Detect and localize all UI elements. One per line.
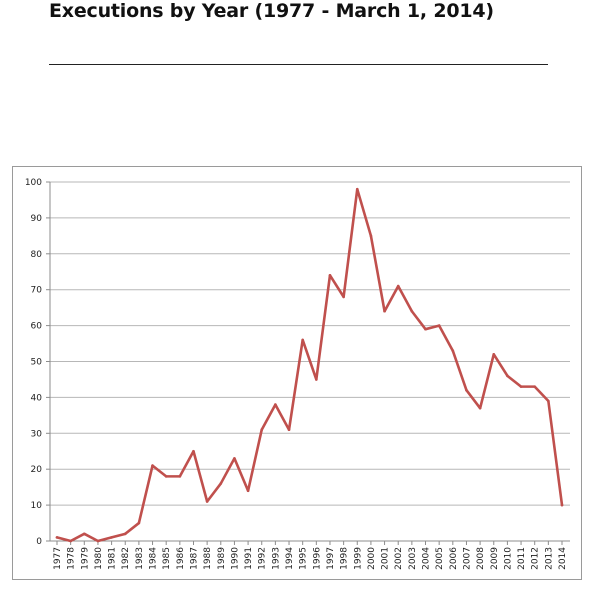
x-tick-label: 2009 (490, 547, 500, 570)
x-tick-label: 2004 (422, 547, 432, 570)
data-point (478, 406, 482, 410)
data-point (55, 536, 59, 539)
x-tick-label: 1977 (53, 547, 63, 570)
data-point (519, 385, 523, 388)
y-tick-label: 0 (36, 537, 42, 547)
y-tick-label: 100 (25, 178, 42, 188)
data-point (396, 284, 400, 288)
x-tick-label: 1979 (80, 547, 90, 570)
title-divider (49, 64, 548, 65)
data-point (424, 327, 427, 331)
x-tick-label: 1995 (299, 547, 309, 570)
x-tick-label: 1996 (312, 547, 322, 570)
data-point (137, 521, 141, 525)
data-point (178, 475, 182, 478)
data-point (383, 309, 386, 313)
x-tick-label: 2006 (449, 547, 459, 570)
x-tick-label: 2005 (435, 547, 445, 570)
x-tick-label: 2014 (558, 547, 568, 570)
data-point (301, 338, 304, 342)
data-point (69, 539, 72, 543)
x-tick-label: 2002 (394, 547, 404, 570)
x-tick-label: 2008 (476, 547, 486, 570)
gridlines (46, 181, 570, 545)
data-point (560, 503, 564, 507)
x-tick-label: 2007 (462, 547, 472, 570)
x-tick-label: 1983 (135, 547, 145, 570)
series-line (55, 187, 564, 543)
x-tick-label: 1998 (340, 547, 350, 570)
data-point (465, 388, 468, 392)
data-point (287, 428, 291, 432)
x-tick-label: 2003 (408, 547, 418, 570)
data-point (82, 532, 86, 536)
x-tick-label: 1985 (162, 547, 172, 570)
y-tick-label: 30 (31, 429, 43, 439)
y-tick-label: 80 (31, 250, 43, 260)
x-tick-label: 1987 (189, 547, 199, 570)
x-tick-label: 1992 (258, 547, 268, 570)
data-point (410, 309, 414, 313)
x-tick-label: 2000 (367, 547, 377, 570)
x-tick-label: 1997 (326, 547, 336, 570)
page-title: Executions by Year (1977 - March 1, 2014… (49, 0, 494, 22)
data-point (205, 500, 209, 503)
x-tick-label: 1994 (285, 547, 295, 570)
data-point (233, 457, 236, 460)
data-point (260, 428, 264, 432)
x-tick-label: 1988 (203, 547, 213, 570)
data-point (355, 187, 359, 191)
y-tick-label: 50 (31, 358, 43, 368)
data-point (315, 378, 318, 381)
data-point (219, 482, 223, 485)
data-point (506, 374, 509, 378)
data-point (274, 403, 277, 406)
y-tick-label: 10 (31, 501, 43, 511)
data-point (342, 295, 345, 299)
data-point (547, 399, 550, 403)
data-point (451, 349, 455, 353)
x-tick-label: 1978 (67, 547, 77, 570)
x-tick-label: 1991 (244, 547, 254, 570)
x-tick-label: 1990 (230, 547, 240, 570)
data-point (492, 353, 496, 356)
x-tick-label: 1993 (271, 547, 281, 570)
x-tick-label: 1980 (94, 547, 104, 570)
data-point (110, 536, 113, 539)
x-tick-label: 1981 (108, 547, 118, 570)
y-tick-label: 90 (31, 214, 43, 224)
data-point (96, 539, 100, 543)
data-point (369, 234, 373, 238)
data-point (123, 532, 127, 536)
data-point (533, 385, 537, 388)
x-tick-label: 2012 (531, 547, 541, 570)
x-axis-ticks: 1977 1978 1979 1980 1981 1982 1983 1984 1985 1986… (53, 547, 568, 570)
x-tick-label: 2010 (503, 547, 513, 570)
x-tick-label: 1982 (121, 547, 131, 570)
x-tick-label: 1999 (353, 547, 363, 570)
y-tick-label: 60 (31, 322, 43, 332)
data-point (437, 324, 441, 327)
data-point (246, 489, 250, 493)
y-tick-label: 70 (31, 286, 43, 296)
y-tick-label: 20 (31, 465, 43, 475)
data-point (164, 475, 168, 478)
x-tick-label: 1989 (217, 547, 227, 570)
data-point (328, 274, 332, 277)
data-point (151, 464, 154, 467)
x-tick-label: 2011 (517, 547, 527, 570)
series-group (55, 187, 564, 543)
x-tick-label: 1986 (176, 547, 186, 570)
data-point (192, 449, 195, 453)
x-tick-label: 2013 (544, 547, 554, 570)
x-tick-label: 2001 (381, 547, 391, 570)
y-tick-label: 40 (31, 393, 43, 403)
y-axis-ticks: 0 10 20 30 40 50 60 70 80 90 100 (25, 178, 42, 547)
x-tick-label: 1984 (149, 547, 159, 570)
